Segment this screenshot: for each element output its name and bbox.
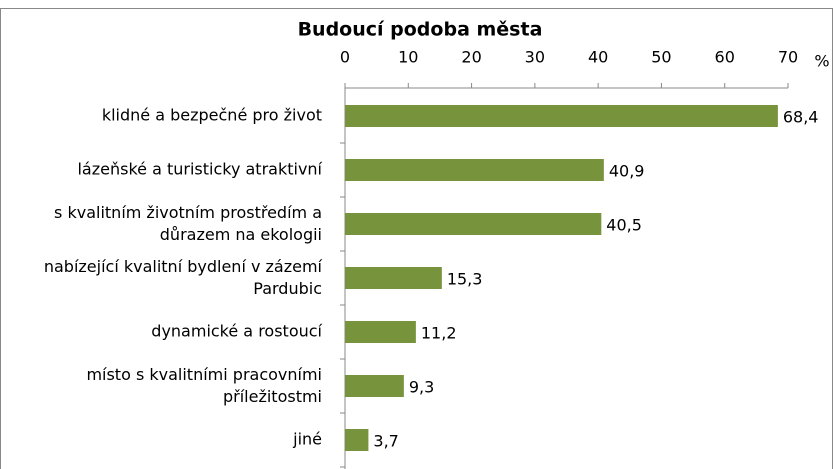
axis-unit: % bbox=[814, 52, 829, 71]
bar bbox=[345, 105, 778, 127]
bar bbox=[345, 429, 369, 451]
x-tick-label: 10 bbox=[398, 48, 418, 67]
x-tick-label: 40 bbox=[588, 48, 608, 67]
data-label: 15,3 bbox=[447, 270, 483, 289]
data-label: 68,4 bbox=[783, 108, 819, 127]
y-tick-label: lázeňské a turisticky atraktivní bbox=[77, 160, 322, 179]
y-tick-label: dynamické a rostoucí bbox=[151, 322, 322, 341]
x-tick-label: 0 bbox=[340, 48, 350, 67]
data-label: 40,9 bbox=[609, 162, 645, 181]
x-tick-label: 50 bbox=[651, 48, 671, 67]
y-tick-label: klidné a bezpečné pro život bbox=[102, 106, 322, 125]
data-label: 40,5 bbox=[606, 216, 642, 235]
chart-title: Budoucí podoba města bbox=[298, 19, 543, 41]
x-tick-label: 20 bbox=[461, 48, 481, 67]
x-tick-label: 60 bbox=[715, 48, 735, 67]
data-label: 11,2 bbox=[421, 324, 457, 343]
y-tick-label: s kvalitním životním prostředím a důrazem… bbox=[54, 203, 322, 244]
chart-frame bbox=[0, 8, 833, 469]
y-tick-label: jiné bbox=[292, 430, 322, 449]
data-label: 9,3 bbox=[409, 378, 434, 397]
y-tick-label: místo s kvalitními pracovními příležitost… bbox=[86, 365, 322, 406]
data-label: 3,7 bbox=[373, 432, 398, 451]
bar bbox=[345, 267, 442, 289]
bar bbox=[345, 321, 416, 343]
y-tick-label: nabízející kvalitní bydlení v zázemí Pard… bbox=[44, 257, 323, 298]
bar bbox=[345, 159, 604, 181]
bar bbox=[345, 213, 602, 235]
x-tick-label: 70 bbox=[778, 48, 798, 67]
bar bbox=[345, 375, 404, 397]
x-tick-label: 30 bbox=[525, 48, 545, 67]
